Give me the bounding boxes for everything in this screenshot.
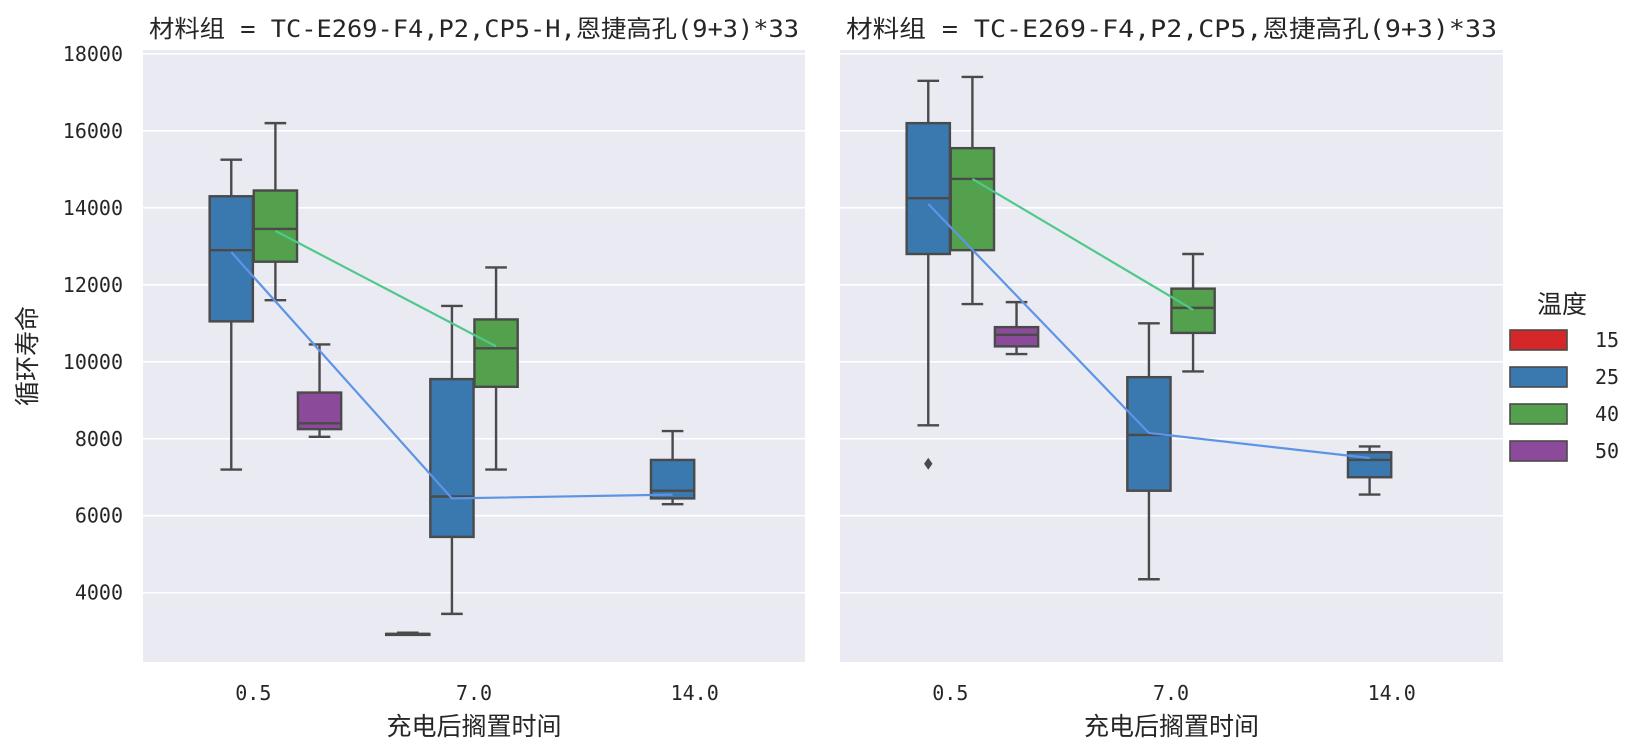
box-7.0-25 bbox=[429, 377, 475, 539]
x-tick-label: 14.0 bbox=[671, 681, 719, 705]
y-tick-label: 16000 bbox=[63, 119, 123, 143]
legend-swatch-50 bbox=[1509, 440, 1568, 462]
legend-label-15: 15 bbox=[1595, 328, 1619, 352]
y-tick-label: 18000 bbox=[63, 42, 123, 66]
trend-line-25 bbox=[230, 251, 673, 500]
box-14.0-25 bbox=[649, 458, 696, 500]
x-tick-label: 0.5 bbox=[932, 681, 968, 705]
y-tick-label: 6000 bbox=[75, 504, 123, 528]
box-0.5-25 bbox=[905, 121, 952, 256]
x-tick-label: 0.5 bbox=[235, 681, 271, 705]
y-tick-label: 14000 bbox=[63, 196, 123, 220]
x-tick-label: 7.0 bbox=[1153, 681, 1189, 705]
x-tick-label: 14.0 bbox=[1368, 681, 1416, 705]
x-axis-label-1: 充电后搁置时间 bbox=[386, 712, 561, 741]
trend-line-40 bbox=[274, 229, 497, 348]
legend-label-40: 40 bbox=[1595, 402, 1619, 426]
trend-line-25 bbox=[927, 203, 1370, 460]
legend-title: 温度 bbox=[1537, 290, 1587, 319]
legend-swatch-25 bbox=[1509, 366, 1568, 388]
x-axis-label-2: 充电后搁置时间 bbox=[1084, 712, 1259, 741]
y-axis-label: 循环寿命 bbox=[13, 306, 42, 406]
box-0.5-40 bbox=[252, 189, 299, 263]
panel-title-1: 材料组 = TC-E269-F4,P2,CP5-H,恩捷高孔(9+3)*33 bbox=[149, 15, 799, 43]
y-tick-label: 8000 bbox=[75, 427, 123, 451]
trend-line-40 bbox=[971, 177, 1194, 311]
box-0.5-25 bbox=[208, 195, 255, 323]
legend-label-25: 25 bbox=[1595, 365, 1619, 389]
legend-swatch-15 bbox=[1509, 329, 1568, 351]
box-7.0-40 bbox=[1170, 287, 1216, 335]
box-7.0-40 bbox=[473, 318, 519, 388]
legend-label-50: 50 bbox=[1595, 439, 1619, 463]
legend-swatch-40 bbox=[1509, 403, 1568, 425]
box-0.5-40 bbox=[949, 146, 996, 252]
box-0.5-50 bbox=[993, 325, 1040, 348]
panel-title-2: 材料组 = TC-E269-F4,P2,CP5,恩捷高孔(9+3)*33 bbox=[846, 15, 1497, 43]
x-tick-label: 7.0 bbox=[456, 681, 492, 705]
y-tick-label: 4000 bbox=[75, 581, 123, 605]
y-tick-label: 10000 bbox=[63, 350, 123, 374]
outlier-point bbox=[924, 457, 933, 470]
y-tick-label: 12000 bbox=[63, 273, 123, 297]
